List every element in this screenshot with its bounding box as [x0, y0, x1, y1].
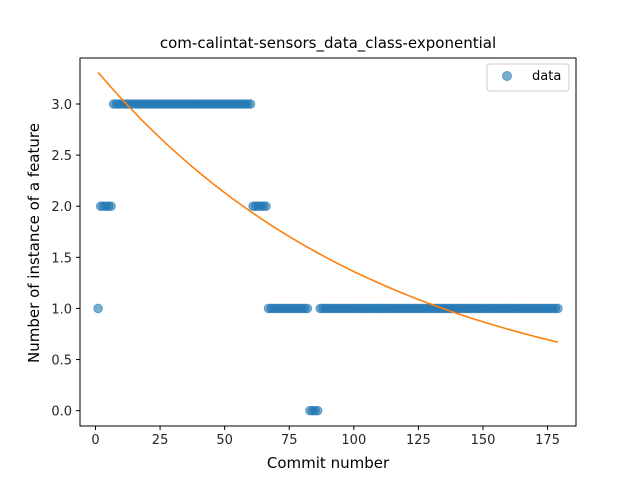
- x-tick-label: 100: [341, 433, 366, 448]
- x-tick-label: 125: [406, 433, 431, 448]
- plot-frame: [79, 57, 577, 427]
- y-axis-label: Number of instance of a feature: [25, 123, 43, 363]
- data-points: [93, 99, 563, 416]
- y-tick-label: 1.0: [51, 302, 72, 317]
- y-tick-label: 3.0: [51, 98, 72, 113]
- x-axis-label: Commit number: [267, 454, 390, 472]
- legend-label: data: [532, 69, 561, 84]
- data-point: [93, 303, 103, 314]
- x-tick-label: 0: [91, 433, 99, 448]
- fit-line: [97, 71, 559, 343]
- x-ticks: 0 25 50 75 100 125 150 175: [91, 426, 560, 448]
- data-point: [106, 201, 116, 212]
- x-tick-label: 25: [152, 433, 169, 448]
- x-tick-label: 50: [216, 433, 233, 448]
- x-tick-label: 150: [471, 433, 496, 448]
- data-point: [312, 405, 323, 416]
- fit-line-group: [97, 71, 559, 343]
- y-tick-label: 2.0: [51, 200, 72, 215]
- y-tick-label: 0.5: [51, 354, 72, 369]
- axes: [79, 57, 577, 427]
- data-point: [302, 303, 313, 314]
- y-tick-label: 0.0: [51, 405, 72, 420]
- x-tick-label: 75: [281, 433, 298, 448]
- y-ticks: 0.0 0.5 1.0 1.5 2.0 2.5 3.0: [51, 98, 80, 420]
- legend: data: [486, 63, 570, 92]
- chart-title: com-calintat-sensors_data_class-exponent…: [160, 34, 496, 53]
- y-tick-label: 2.5: [51, 149, 72, 164]
- y-tick-label: 1.5: [51, 251, 72, 266]
- data-point: [553, 303, 563, 314]
- legend-frame: [486, 63, 570, 92]
- data-point: [261, 201, 271, 212]
- x-tick-label: 175: [535, 433, 560, 448]
- data-point: [245, 99, 256, 109]
- legend-marker: [502, 71, 512, 81]
